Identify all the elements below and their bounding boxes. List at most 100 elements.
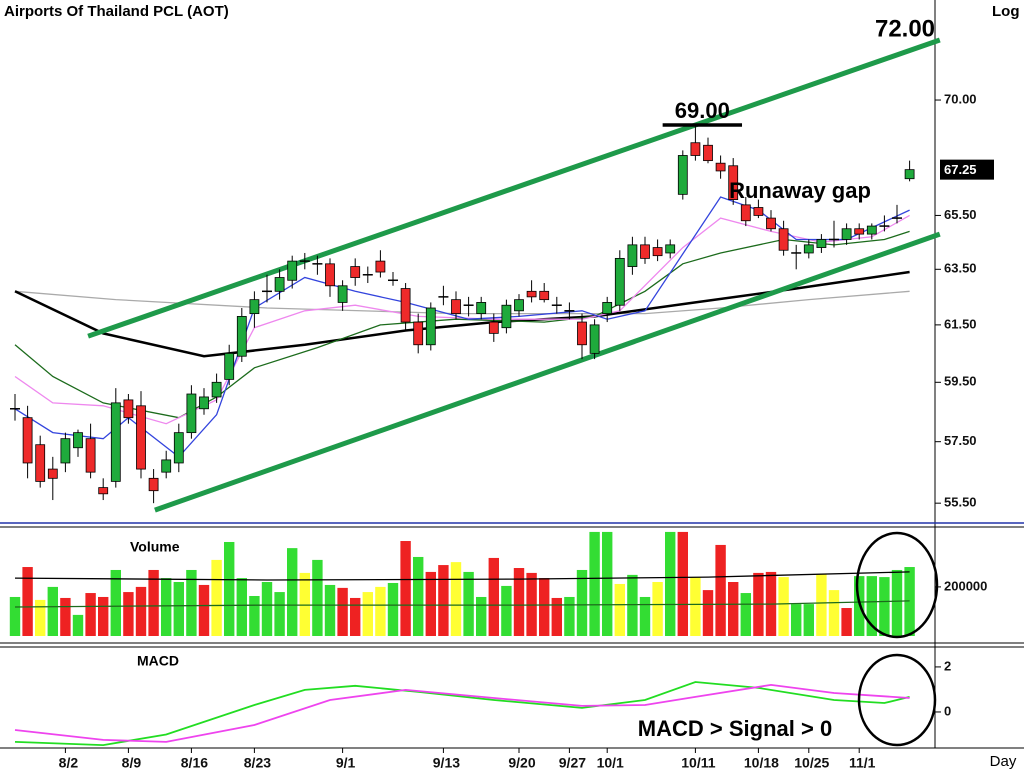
x-tick-label: 10/1	[597, 755, 624, 771]
target-label: 72.00	[875, 15, 935, 42]
volume-bar	[891, 569, 903, 636]
candle-body	[236, 316, 247, 357]
volume-bar	[677, 531, 688, 636]
candle-body	[614, 257, 625, 306]
y-tick-label: 59.50	[944, 374, 977, 389]
candle-body	[476, 302, 487, 315]
candle-body	[803, 244, 814, 254]
x-tick-label: 10/25	[794, 755, 829, 771]
annotation: MACD > Signal > 0	[638, 716, 832, 741]
y-tick-label: 200000	[944, 578, 987, 593]
candle-body	[904, 169, 915, 180]
volume-bar	[236, 578, 247, 636]
candle-body	[728, 165, 739, 200]
price-tag-label: 67.25	[944, 162, 977, 177]
x-tick-label: 9/13	[433, 755, 460, 771]
candle-body	[249, 299, 260, 315]
volume-bar	[60, 597, 71, 636]
moving-average	[14, 270, 910, 358]
volume-bar	[791, 604, 802, 636]
volume-bar	[173, 582, 184, 636]
candle-body	[98, 487, 109, 495]
candle-body	[224, 352, 235, 380]
volume-bar	[690, 577, 701, 636]
x-axis-label: Day	[990, 753, 1017, 770]
volume-bar	[513, 568, 525, 636]
volume-bar	[614, 583, 625, 636]
volume-bar	[224, 541, 235, 636]
candle-body	[740, 204, 751, 222]
volume-bar	[702, 590, 714, 636]
volume-bar	[866, 576, 877, 636]
candle-body	[110, 402, 121, 482]
volume-bar	[324, 584, 336, 636]
moving-average	[14, 230, 910, 419]
candle-body	[47, 468, 58, 479]
volume-bar	[161, 578, 172, 636]
candle-body	[640, 244, 650, 259]
candle-body	[199, 396, 209, 410]
x-tick-label: 8/2	[59, 755, 79, 771]
candle-body	[514, 299, 524, 312]
volume-bar	[576, 569, 588, 636]
volume-bar	[476, 596, 487, 636]
volume-bar	[778, 577, 789, 636]
volume-bar	[123, 592, 134, 636]
volume-bar	[362, 592, 373, 636]
volume-bar	[879, 577, 890, 636]
volume-bar	[350, 597, 361, 636]
candle-body	[589, 324, 600, 354]
volume-bar	[22, 567, 33, 636]
volume-bar	[539, 578, 550, 636]
candle-body	[766, 217, 776, 230]
x-tick-label: 9/27	[559, 755, 586, 771]
volume-bar	[551, 597, 562, 636]
volume-bar	[312, 559, 323, 636]
chart-title: Airports Of Thailand PCL (AOT)	[4, 3, 229, 20]
trend-channel	[87, 37, 941, 339]
candle-body	[173, 432, 184, 464]
candle-body	[690, 142, 701, 156]
x-tick-label: 9/20	[508, 755, 535, 771]
candle-body	[211, 381, 222, 398]
candle-body	[350, 266, 361, 278]
highlight-oval	[857, 653, 937, 747]
y-tick-label: 55.50	[944, 495, 977, 510]
volume-bar	[375, 586, 386, 636]
candle-body	[816, 239, 827, 248]
volume-bar	[602, 531, 613, 636]
candle-body	[715, 162, 726, 172]
volume-bar	[261, 582, 273, 636]
candle-body	[539, 290, 550, 301]
x-tick-label: 10/18	[744, 755, 779, 771]
volume-bar	[450, 562, 462, 636]
candle-body	[602, 302, 613, 315]
annotation: Runaway gap	[729, 178, 871, 203]
candle-body	[703, 144, 713, 162]
price-tag	[940, 159, 994, 180]
volume-bar	[639, 596, 651, 636]
candle-body	[501, 304, 512, 329]
x-tick-label: 11/1	[849, 755, 876, 771]
candle-body	[161, 459, 172, 473]
volume-bar	[488, 557, 499, 636]
volume-bar	[98, 596, 109, 636]
volume-bar	[287, 548, 298, 636]
candle-body	[148, 477, 159, 492]
candle-body	[400, 288, 411, 323]
candle-body	[60, 438, 71, 464]
panel-title: MACD	[137, 653, 179, 669]
candle-body	[22, 417, 33, 464]
candle-body	[488, 321, 499, 334]
candle-body	[652, 247, 663, 257]
x-tick-label: 8/23	[244, 755, 271, 771]
panel-title: Volume	[130, 539, 180, 555]
volume-bar	[337, 587, 348, 636]
volume-bar	[35, 599, 46, 636]
y-tick-label: 0	[944, 703, 951, 718]
volume-bar	[85, 593, 96, 636]
candle-body	[854, 228, 865, 235]
resistance-label: 69.00	[675, 98, 730, 123]
